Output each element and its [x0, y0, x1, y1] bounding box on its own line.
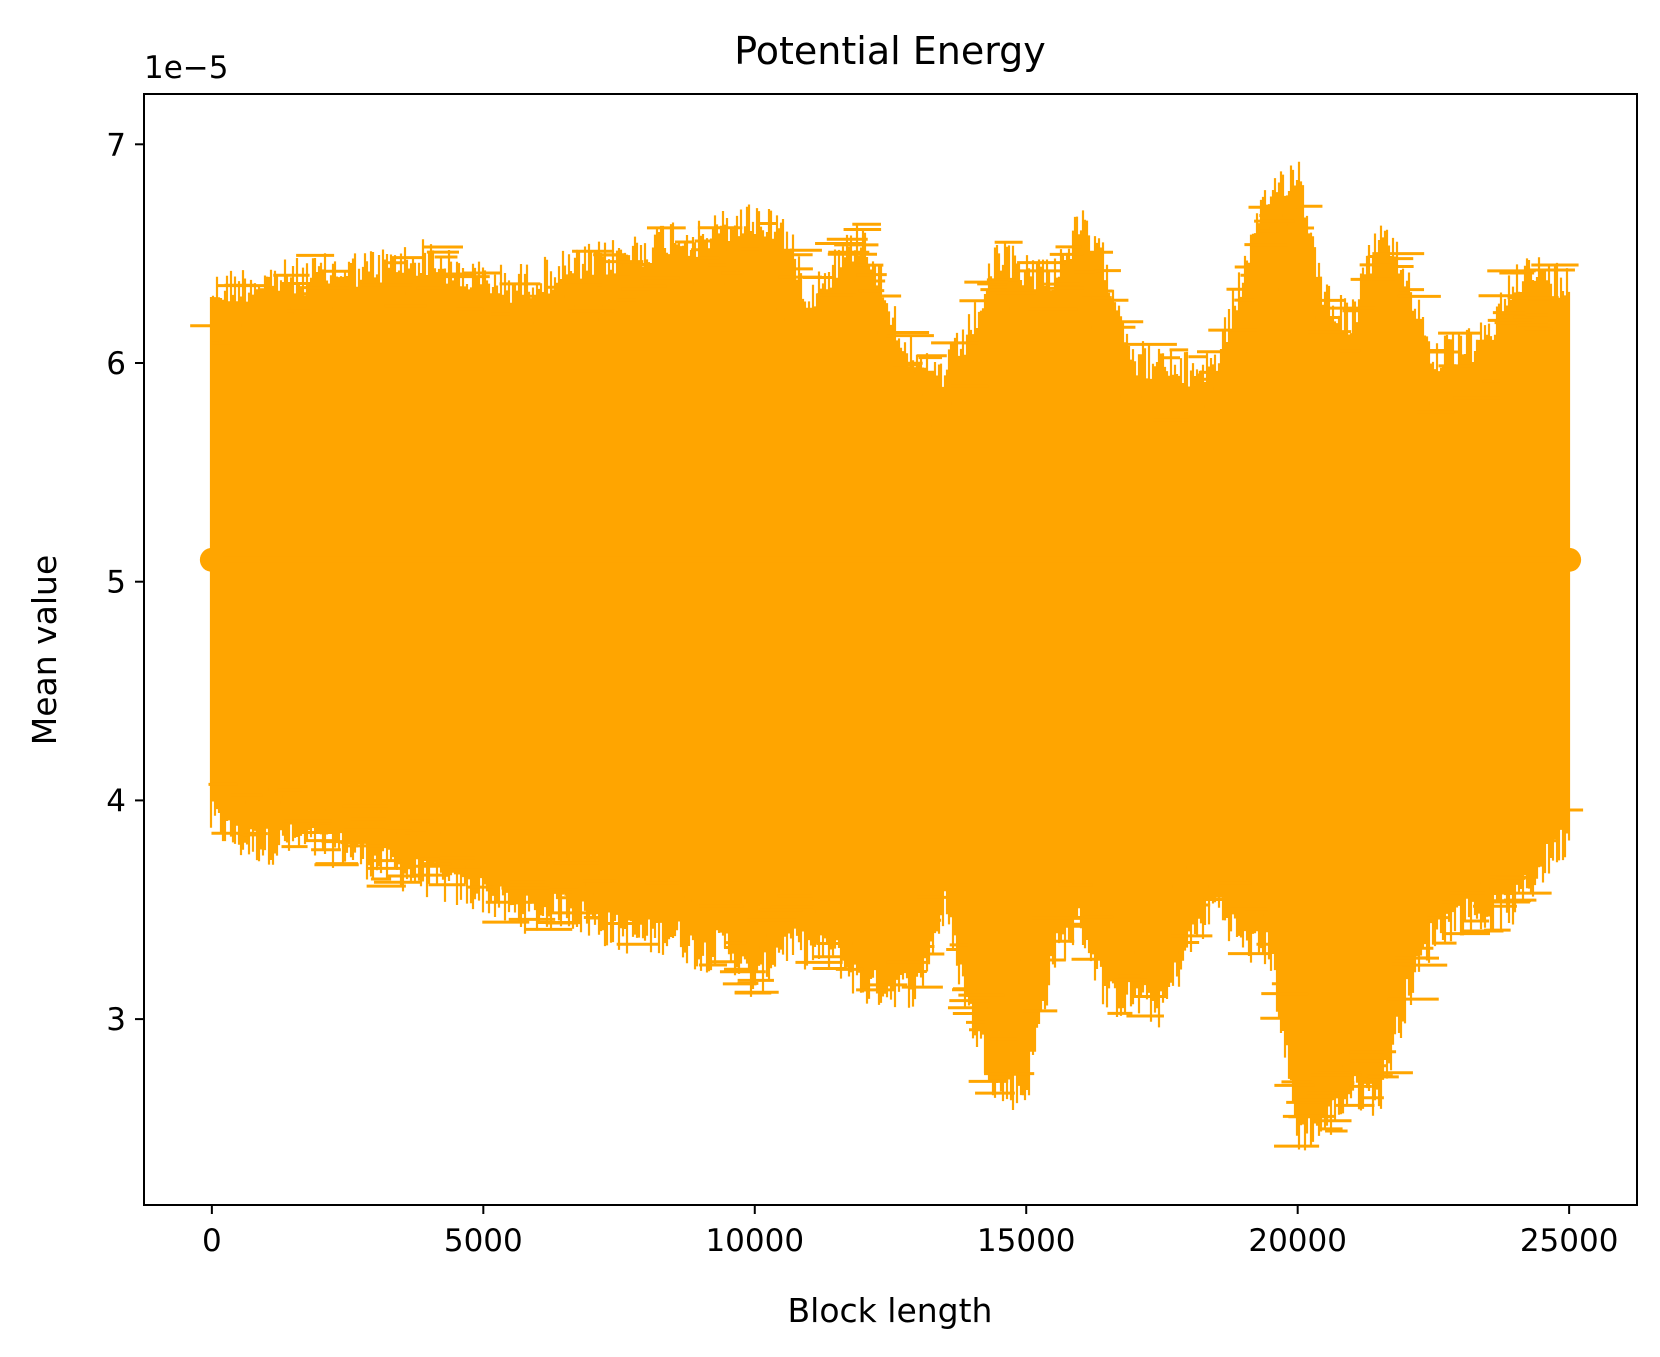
chart-title: Potential Energy — [734, 29, 1046, 73]
y-axis-label: Mean value — [25, 555, 64, 746]
y-tick-label: 4 — [106, 783, 126, 819]
x-tick-label: 0 — [202, 1223, 222, 1259]
y-tick-label: 3 — [106, 1002, 126, 1038]
y-tick-label: 7 — [106, 127, 126, 163]
mean-marker — [1557, 548, 1581, 572]
y-offset-label: 1e−5 — [144, 50, 229, 86]
y-tick-label: 5 — [106, 565, 126, 601]
x-tick-label: 15000 — [977, 1223, 1076, 1259]
x-tick-label: 5000 — [444, 1223, 523, 1259]
x-axis-label: Block length — [788, 1291, 993, 1330]
x-tick-label: 20000 — [1248, 1223, 1347, 1259]
y-tick-label: 6 — [106, 346, 126, 382]
x-tick-label: 25000 — [1520, 1223, 1619, 1259]
x-tick-label: 10000 — [705, 1223, 804, 1259]
mean-marker — [200, 548, 224, 572]
